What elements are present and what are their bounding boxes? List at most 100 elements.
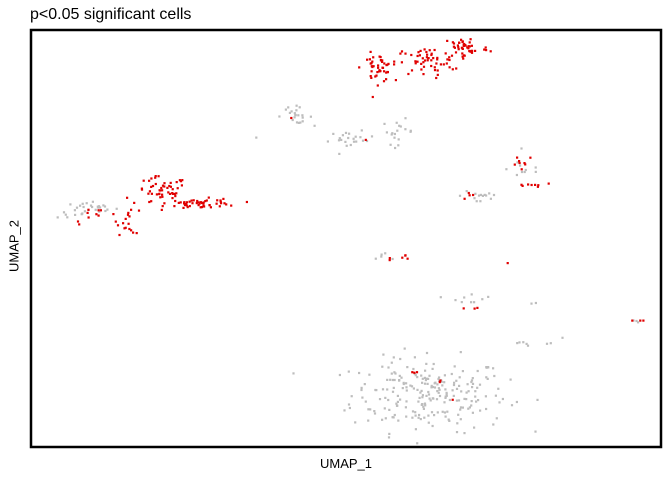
cell-point — [416, 388, 419, 391]
significant-cell-point — [470, 50, 473, 53]
cell-point — [421, 403, 424, 406]
cell-point — [481, 298, 484, 301]
cell-point — [523, 170, 526, 174]
significant-cell-point — [430, 64, 433, 68]
cell-point — [395, 121, 398, 124]
cell-point — [399, 398, 402, 401]
cell-point — [463, 432, 466, 435]
cell-point — [396, 400, 399, 403]
cell-point — [498, 401, 501, 404]
significant-cell-point — [124, 217, 127, 220]
cell-point — [473, 197, 476, 200]
significant-cell-point — [225, 203, 228, 206]
cell-point — [470, 404, 473, 407]
cell-point — [485, 366, 488, 369]
cell-point — [294, 113, 297, 116]
cell-point — [359, 136, 362, 139]
cell-point — [288, 111, 291, 114]
cell-point — [347, 370, 350, 373]
significant-cell-point — [202, 204, 205, 207]
cell-point — [475, 400, 478, 403]
cell-point — [340, 138, 343, 141]
significant-cell-point — [154, 175, 157, 178]
significant-cell-point — [127, 222, 130, 225]
cell-point — [446, 410, 449, 413]
cell-point — [293, 116, 296, 119]
significant-cell-point — [452, 45, 455, 48]
cell-point — [394, 146, 397, 150]
significant-cell-point — [371, 60, 374, 63]
cell-point — [485, 376, 488, 379]
cell-point — [458, 384, 461, 387]
cell-point — [470, 400, 473, 403]
significant-cell-point — [472, 193, 475, 197]
significant-cell-point — [130, 208, 133, 211]
significant-cell-point — [439, 63, 442, 66]
cell-point — [389, 143, 392, 146]
cell-point — [414, 411, 417, 414]
significant-cell-point — [223, 202, 226, 205]
significant-cell-point — [160, 186, 163, 190]
cell-point — [390, 133, 393, 136]
significant-cell-point — [97, 214, 100, 217]
significant-cell-point — [445, 62, 448, 65]
significant-cell-point — [185, 204, 188, 207]
significant-cell-point — [216, 199, 219, 202]
cell-point — [62, 211, 66, 214]
cell-point — [398, 379, 401, 382]
cell-point — [394, 372, 397, 375]
cell-point — [73, 209, 76, 212]
cell-point — [385, 131, 388, 134]
cell-point — [81, 202, 84, 205]
cell-point — [89, 204, 93, 207]
cell-point — [487, 295, 490, 298]
significant-cell-point — [188, 200, 191, 203]
significant-cell-point — [453, 46, 456, 49]
significant-cell-point — [209, 206, 212, 209]
significant-cell-point — [425, 56, 428, 59]
cell-point — [348, 132, 351, 135]
cell-point — [375, 389, 378, 392]
cell-point — [444, 415, 447, 418]
cell-point — [455, 399, 458, 402]
significant-cell-point — [435, 76, 438, 80]
significant-cell-point — [114, 220, 117, 223]
cell-point — [458, 194, 462, 197]
cell-point — [473, 426, 476, 429]
cell-point — [284, 108, 287, 111]
cell-point — [80, 213, 83, 216]
cell-point — [393, 132, 396, 136]
significant-cell-point — [182, 206, 185, 209]
significant-cell-point — [467, 191, 470, 195]
cell-point — [343, 409, 346, 412]
cell-point — [301, 120, 304, 123]
cell-point — [495, 417, 498, 420]
chart-title: p<0.05 significant cells — [30, 6, 192, 23]
cell-point — [85, 202, 88, 205]
cell-point — [475, 200, 478, 203]
cell-point — [350, 395, 353, 398]
cell-point — [401, 387, 404, 390]
significant-cell-point — [411, 371, 414, 374]
cell-point — [470, 301, 473, 304]
cell-point — [437, 377, 440, 380]
significant-cell-point — [379, 56, 382, 59]
cell-point — [459, 418, 462, 421]
cell-point — [471, 386, 474, 389]
significant-cell-point — [400, 61, 403, 64]
cell-point — [443, 381, 446, 384]
significant-cell-point — [388, 259, 391, 262]
cell-point — [404, 406, 407, 409]
significant-cell-point — [423, 59, 427, 62]
cell-point — [467, 390, 470, 393]
cell-point — [291, 118, 294, 122]
cell-point — [445, 393, 448, 396]
significant-cell-point — [371, 65, 374, 69]
cell-point — [360, 386, 363, 389]
cell-point — [467, 407, 470, 410]
cell-point — [534, 301, 537, 305]
significant-cell-point — [521, 184, 524, 187]
significant-cell-point — [468, 45, 471, 48]
significant-cell-point — [454, 51, 458, 54]
